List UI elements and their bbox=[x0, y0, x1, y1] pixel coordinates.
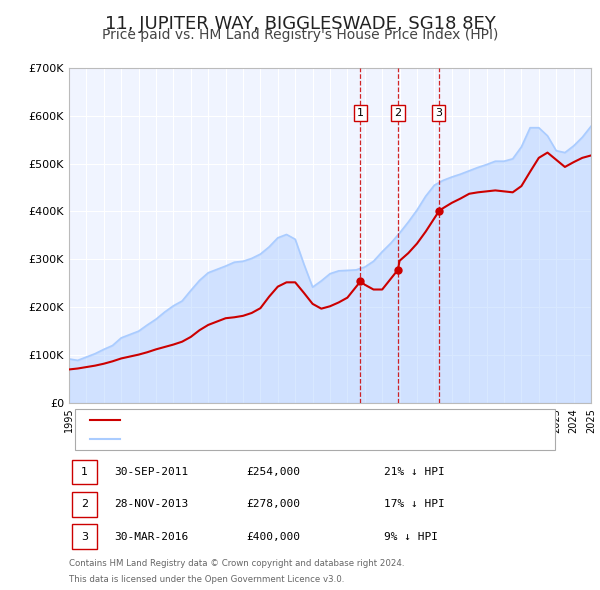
Text: 11, JUPITER WAY, BIGGLESWADE, SG18 8EY (detached house): 11, JUPITER WAY, BIGGLESWADE, SG18 8EY (… bbox=[127, 415, 448, 425]
Text: 1: 1 bbox=[81, 467, 88, 477]
Text: 9% ↓ HPI: 9% ↓ HPI bbox=[384, 532, 438, 542]
Text: 3: 3 bbox=[435, 108, 442, 118]
Text: 28-NOV-2013: 28-NOV-2013 bbox=[114, 500, 188, 510]
Text: 21% ↓ HPI: 21% ↓ HPI bbox=[384, 467, 445, 477]
Text: £254,000: £254,000 bbox=[246, 467, 300, 477]
Text: £400,000: £400,000 bbox=[246, 532, 300, 542]
Text: 17% ↓ HPI: 17% ↓ HPI bbox=[384, 500, 445, 510]
Text: £278,000: £278,000 bbox=[246, 500, 300, 510]
Text: 30-SEP-2011: 30-SEP-2011 bbox=[114, 467, 188, 477]
Text: Price paid vs. HM Land Registry's House Price Index (HPI): Price paid vs. HM Land Registry's House … bbox=[102, 28, 498, 42]
Text: 2: 2 bbox=[394, 108, 401, 118]
Text: HPI: Average price, detached house, Central Bedfordshire: HPI: Average price, detached house, Cent… bbox=[127, 434, 428, 444]
Text: 3: 3 bbox=[81, 532, 88, 542]
Text: 2: 2 bbox=[81, 500, 88, 510]
Text: 30-MAR-2016: 30-MAR-2016 bbox=[114, 532, 188, 542]
Text: 11, JUPITER WAY, BIGGLESWADE, SG18 8EY: 11, JUPITER WAY, BIGGLESWADE, SG18 8EY bbox=[104, 15, 496, 33]
Text: This data is licensed under the Open Government Licence v3.0.: This data is licensed under the Open Gov… bbox=[69, 575, 344, 585]
Text: 1: 1 bbox=[357, 108, 364, 118]
Text: Contains HM Land Registry data © Crown copyright and database right 2024.: Contains HM Land Registry data © Crown c… bbox=[69, 559, 404, 568]
